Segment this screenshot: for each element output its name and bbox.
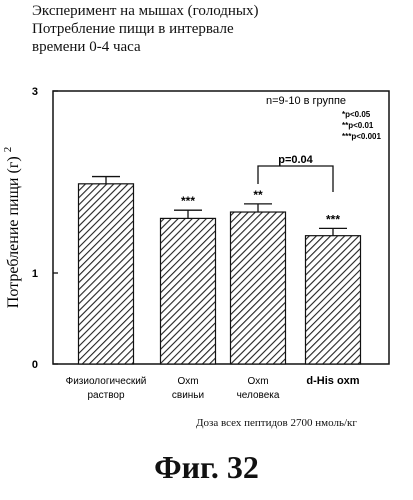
significance-legend-entry: **p<0.01 xyxy=(342,121,374,130)
x-category-label: раствор xyxy=(87,390,124,401)
group-size-note: n=9-10 в группе xyxy=(266,95,346,107)
p-value-label: p=0.04 xyxy=(278,154,313,166)
x-category-label: Oxm xyxy=(177,376,198,387)
y-tick-label: 0 xyxy=(32,359,38,371)
figure-label: Фиг. 32 xyxy=(154,449,259,485)
title-line-1: Эксперимент на мышах (голодных) xyxy=(32,3,259,19)
title-line-3: времени 0-4 часа xyxy=(32,39,141,55)
x-category-label: Oxm xyxy=(247,376,268,387)
significance-legend-entry: ***p<0.001 xyxy=(342,132,381,141)
dose-note: Доза всех пептидов 2700 нмоль/кг xyxy=(196,417,357,429)
x-category-label: человека xyxy=(237,390,280,401)
bar xyxy=(159,217,217,365)
comparison-bracket xyxy=(257,165,334,192)
significance-marker: ** xyxy=(253,188,263,202)
bar xyxy=(77,183,135,365)
y-tick-label: 3 xyxy=(32,86,38,98)
chart-title: Эксперимент на мышах (голодных) Потребле… xyxy=(32,2,259,56)
x-category-label: свиньи xyxy=(172,390,204,401)
x-category-label: d-His oxm xyxy=(306,375,359,387)
y-axis-label-superscript: 2 xyxy=(2,147,14,153)
plot-frame xyxy=(52,90,390,365)
x-category-label: Физиологический xyxy=(66,376,147,387)
y-axis-label: Потребление пищи (г) 2 xyxy=(2,147,22,308)
title-line-2: Потребление пищи в интервале xyxy=(32,21,234,37)
y-axis-label-text: Потребление пищи (г) xyxy=(5,152,22,308)
bar xyxy=(304,235,362,365)
y-tick-label: 1 xyxy=(32,268,38,280)
significance-marker: *** xyxy=(326,212,340,226)
bar xyxy=(229,211,287,365)
significance-marker: *** xyxy=(181,194,195,208)
significance-legend-entry: *p<0.05 xyxy=(342,110,371,119)
